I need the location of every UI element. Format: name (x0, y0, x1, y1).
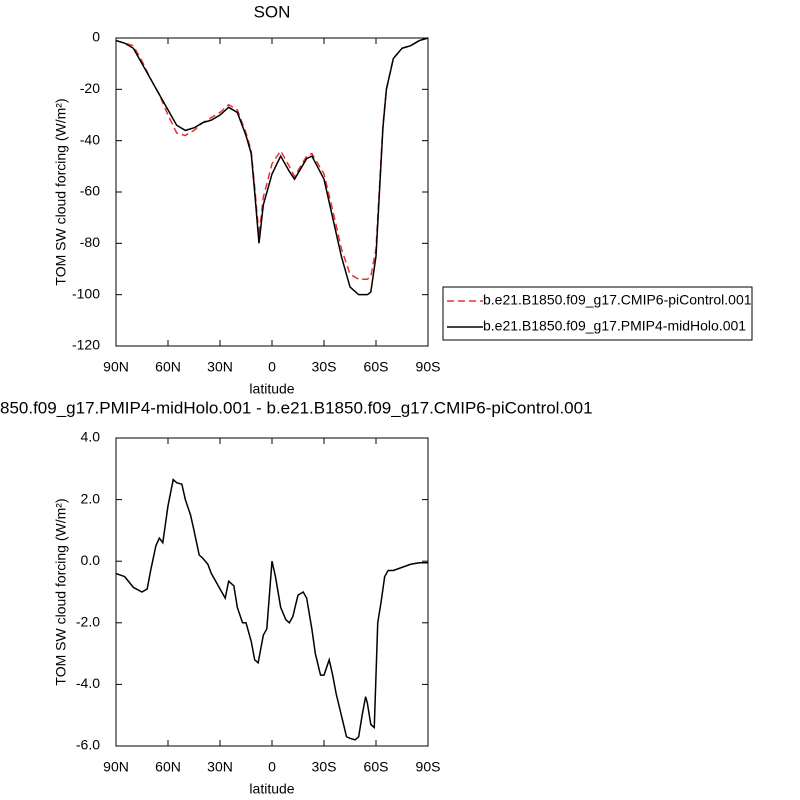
x-tick-label: 90N (103, 759, 129, 775)
y-tick-label: -40 (80, 131, 100, 147)
plot-frame (115, 37, 429, 347)
x-tick-label: 30S (312, 759, 337, 775)
legend-label: b.e21.B1850.f09_g17.PMIP4-midHolo.001 (483, 318, 746, 334)
x-axis-label: latitude (249, 781, 294, 797)
y-tick-label: 0 (92, 29, 100, 45)
data-line (115, 478, 428, 741)
y-tick-label: -2.0 (76, 614, 100, 630)
y-tick-label: -120 (72, 337, 100, 353)
x-tick-label: 90N (103, 359, 129, 375)
y-tick-label: 4.0 (81, 429, 101, 445)
x-tick-label: 30N (207, 759, 233, 775)
plot-frame (115, 437, 429, 747)
x-tick-label: 30S (312, 359, 337, 375)
x-tick-label: 30N (207, 359, 233, 375)
data-line (115, 37, 429, 296)
y-tick-label: -4.0 (76, 675, 100, 691)
y-tick-label: -6.0 (76, 737, 100, 753)
x-tick-label: 90S (416, 359, 441, 375)
y-tick-label: 0.0 (81, 552, 101, 568)
y-tick-label: -80 (80, 234, 100, 250)
legend-label: b.e21.B1850.f09_g17.CMIP6-piControl.001 (483, 292, 752, 308)
x-tick-label: 60S (364, 359, 389, 375)
x-tick-label: 0 (268, 359, 276, 375)
chart-title: SON (254, 2, 291, 21)
y-tick-label: -60 (80, 183, 100, 199)
x-tick-label: 60N (155, 759, 181, 775)
y-tick-label: -20 (80, 80, 100, 96)
y-axis-label: TOM SW cloud forcing (W/m²) (53, 98, 69, 285)
y-tick-label: -100 (72, 285, 100, 301)
x-tick-label: 0 (268, 759, 276, 775)
x-tick-label: 60N (155, 359, 181, 375)
y-axis-label: TOM SW cloud forcing (W/m²) (53, 498, 69, 685)
x-tick-label: 60S (364, 759, 389, 775)
x-tick-label: 90S (416, 759, 441, 775)
legend-box (442, 286, 753, 341)
y-tick-label: 2.0 (81, 490, 101, 506)
chart-title: 850.f09_g17.PMIP4-midHolo.001 - b.e21.B1… (0, 398, 593, 417)
x-axis-label: latitude (249, 381, 294, 397)
